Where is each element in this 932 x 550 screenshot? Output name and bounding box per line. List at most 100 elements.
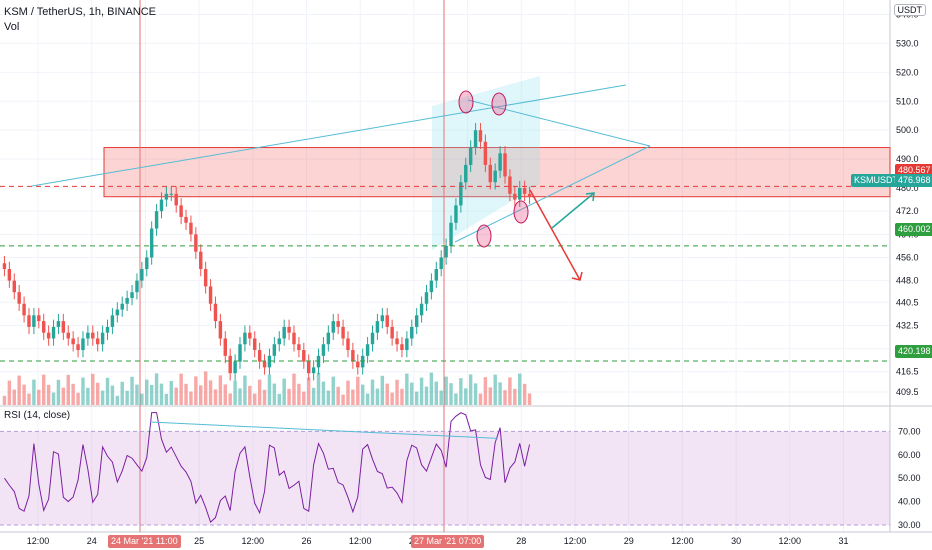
volume-bar — [37, 389, 41, 405]
candle-body — [189, 222, 193, 235]
candle-body — [37, 315, 41, 322]
volume-bar — [390, 392, 394, 405]
volume-bar — [493, 374, 497, 405]
time-tick-label: 30 — [731, 536, 741, 546]
volume-bar — [257, 379, 262, 405]
candle-body — [488, 164, 493, 183]
candle-body — [149, 228, 154, 258]
date-marker-2: 27 Mar '21 07:00 — [411, 535, 485, 548]
arrow-down — [529, 189, 581, 281]
symbol-title: KSM / TetherUS, 1h, BINANCE — [4, 6, 157, 18]
candle-body — [7, 269, 12, 281]
candle-body — [498, 153, 502, 171]
resistance-zone — [103, 147, 891, 198]
candle-body — [454, 205, 458, 223]
volume-bar — [385, 383, 389, 405]
candle-body — [508, 176, 512, 194]
candle-body — [478, 130, 483, 142]
volume-bar — [203, 371, 208, 405]
volume-bar — [135, 384, 139, 405]
rsi-tick-label: 70.00 — [898, 426, 921, 436]
candle-body — [95, 338, 100, 345]
candle-body — [326, 332, 331, 345]
trend-line — [31, 84, 627, 187]
volume-bar — [365, 393, 370, 405]
volume-bar — [503, 390, 507, 405]
candle-body — [159, 199, 164, 212]
candle-body — [346, 338, 350, 351]
price-tag-last: 476.968 — [895, 174, 932, 187]
price-tick-label: 520.0 — [896, 67, 919, 77]
candle-body — [46, 332, 51, 339]
volume-bar — [22, 384, 26, 405]
volume-bar — [81, 377, 85, 405]
candle-body — [527, 193, 532, 197]
volume-bar — [302, 391, 306, 405]
candle-body — [243, 332, 247, 345]
candle-body — [360, 355, 365, 368]
price-tick-label: 510.0 — [896, 96, 919, 106]
candle-body — [91, 332, 95, 339]
candle-body — [459, 182, 463, 206]
candle-body — [194, 234, 198, 252]
volume-bar — [449, 383, 453, 405]
volume-bar — [17, 375, 21, 405]
candle-body — [297, 344, 301, 351]
rsi-line — [4, 412, 531, 524]
price-tick-label: 416.5 — [896, 367, 919, 377]
volume-bar — [189, 391, 193, 405]
date-marker-1: 24 Mar '21 11:00 — [108, 535, 181, 548]
candle-body — [400, 344, 404, 351]
price-tick-label: 530.0 — [896, 38, 919, 48]
volume-bar — [434, 381, 439, 405]
candle-body — [248, 332, 252, 339]
currency-button[interactable]: USDT — [893, 4, 926, 16]
candle-body — [223, 338, 228, 356]
volume-bar — [272, 383, 277, 405]
volume-bar — [243, 375, 247, 405]
candle-body — [449, 222, 453, 246]
volume-bar — [41, 374, 46, 405]
candle-body — [71, 338, 75, 345]
volume-bar — [282, 378, 286, 405]
rsi-label: RSI (14, close) — [4, 410, 71, 421]
time-tick-label: 12:00 — [671, 536, 694, 546]
volume-bar — [400, 388, 404, 405]
candle-body — [253, 338, 257, 351]
volume-bar — [208, 380, 213, 405]
candle-body — [66, 332, 70, 339]
candle-body — [125, 297, 129, 304]
volume-bar — [61, 387, 66, 405]
volume-bar — [464, 388, 468, 405]
volume-bar — [483, 377, 488, 405]
time-tick-label: 12:00 — [564, 536, 587, 546]
candle-body — [483, 141, 488, 165]
candle-body — [140, 269, 144, 281]
candle-body — [424, 292, 429, 304]
volume-bar — [164, 393, 169, 405]
volume-bar — [32, 379, 36, 405]
candle-body — [375, 321, 380, 333]
candle-body — [365, 344, 370, 356]
volume-bar — [419, 377, 424, 405]
volume-bar — [233, 380, 237, 405]
volume-bar — [105, 377, 110, 405]
volume-bar — [518, 373, 522, 405]
candle-body — [395, 338, 399, 345]
highlight-ellipse — [458, 90, 474, 114]
candle-body — [61, 321, 66, 333]
candle-body — [130, 292, 134, 298]
price-tick-label: 480.0 — [896, 183, 919, 193]
candle-body — [257, 350, 262, 362]
candle-body — [120, 303, 124, 310]
candle-body — [321, 344, 326, 356]
candle-body — [493, 170, 497, 183]
volume-bar — [140, 393, 144, 405]
volume-bar — [169, 381, 174, 405]
candle-body — [429, 280, 434, 293]
candle-body — [105, 326, 110, 333]
price-tick-label: 456.0 — [896, 252, 919, 262]
candle-body — [145, 257, 149, 270]
candle-body — [518, 188, 522, 200]
